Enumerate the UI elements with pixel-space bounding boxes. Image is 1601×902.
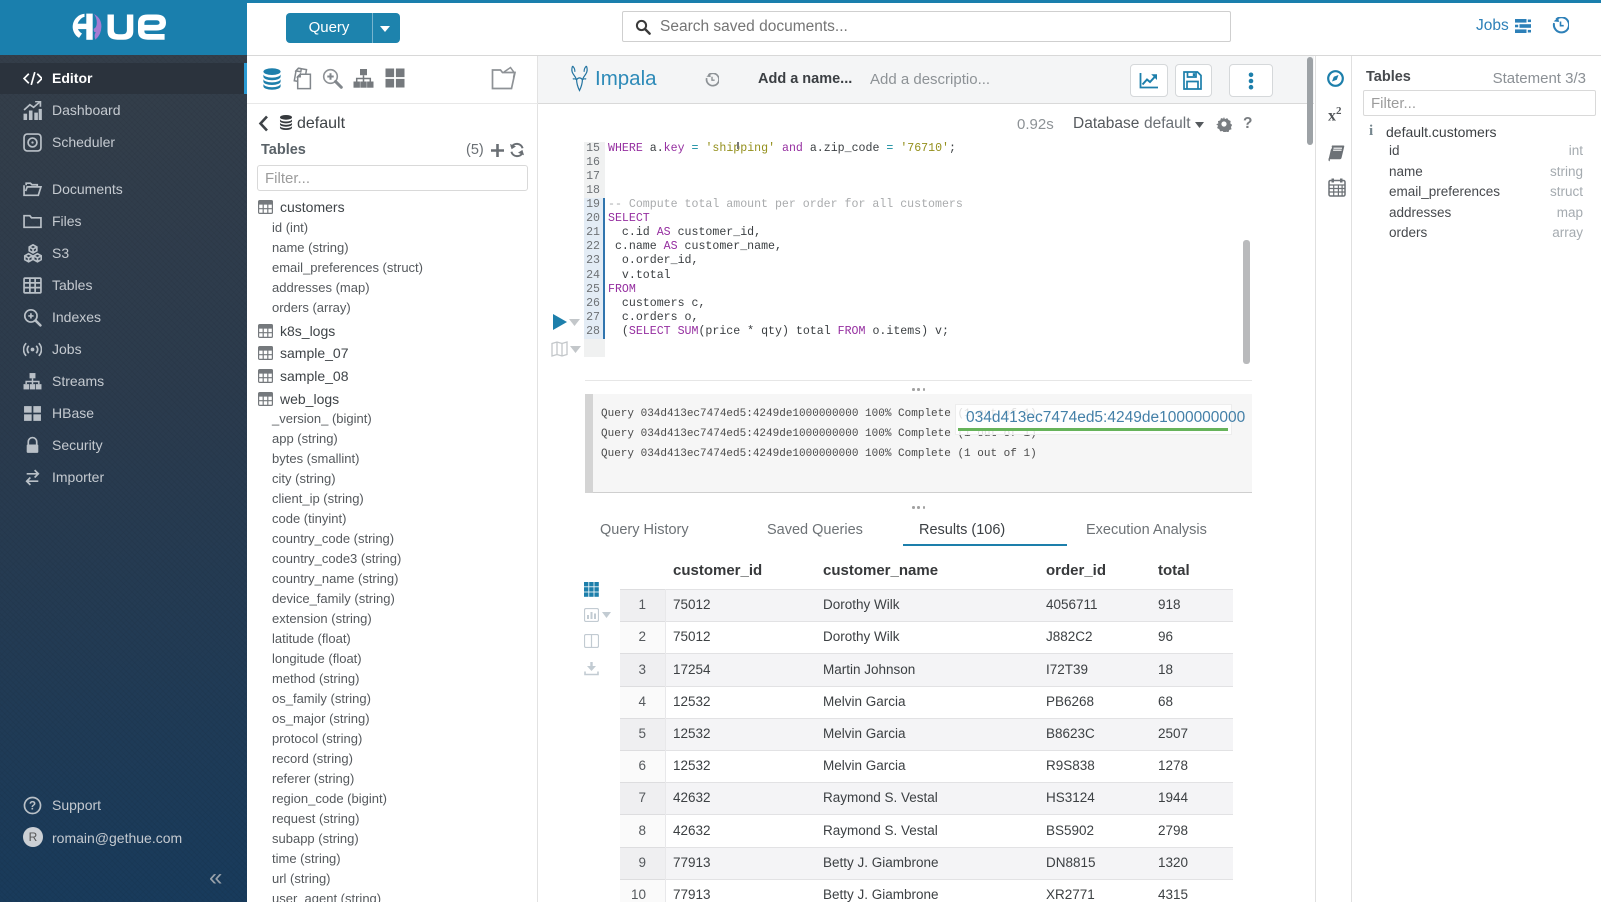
svg-text:?: ? — [29, 799, 36, 812]
